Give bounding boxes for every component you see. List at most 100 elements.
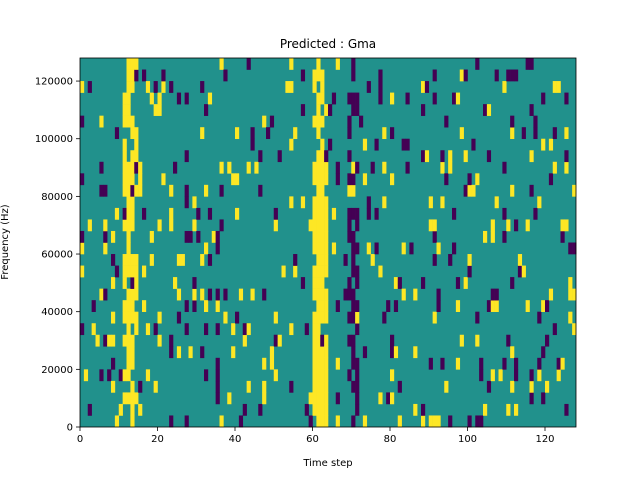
heatmap-cell xyxy=(324,288,329,301)
heatmap-cell xyxy=(335,415,340,428)
heatmap-cell xyxy=(444,115,449,128)
heatmap-cell xyxy=(320,196,325,209)
heatmap-cell xyxy=(432,69,437,82)
heatmap-cell xyxy=(312,277,317,289)
heatmap-cell xyxy=(572,288,577,301)
heatmap-cell xyxy=(316,277,321,289)
heatmap-cell xyxy=(347,92,352,105)
heatmap-cell xyxy=(490,219,495,232)
heatmap-cell xyxy=(238,415,244,428)
heatmap-cell xyxy=(320,277,325,289)
heatmap-cell xyxy=(312,369,317,382)
heatmap-cell xyxy=(320,300,325,312)
heatmap-cell xyxy=(161,173,166,186)
heatmap-cell xyxy=(517,265,523,278)
heatmap-cell xyxy=(130,184,135,197)
y-tick-label: 0 xyxy=(67,423,73,434)
heatmap-cell xyxy=(351,300,356,312)
heatmap-cell xyxy=(91,323,96,336)
heatmap-cell xyxy=(459,69,464,82)
heatmap-cell xyxy=(568,242,573,255)
heatmap-cell xyxy=(134,138,139,151)
heatmap-cell xyxy=(320,173,325,186)
heatmap-cell xyxy=(560,357,565,370)
heatmap-cell xyxy=(347,277,352,289)
heatmap-cell xyxy=(246,380,251,393)
heatmap-cell xyxy=(134,150,139,163)
heatmap-cell xyxy=(320,265,325,278)
heatmap-cell xyxy=(200,127,205,140)
heatmap-cell xyxy=(343,288,348,301)
heatmap-cell xyxy=(231,323,236,336)
heatmap-cell xyxy=(126,219,131,232)
heatmap-cell xyxy=(537,357,542,370)
heatmap-cell xyxy=(320,357,325,370)
heatmap-cell xyxy=(312,334,317,347)
heatmap-cell xyxy=(324,161,329,174)
heatmap-cell xyxy=(238,288,244,301)
heatmap-cell xyxy=(188,230,193,243)
heatmap-cell xyxy=(409,242,414,255)
heatmap-cell xyxy=(308,392,313,405)
heatmap-cell xyxy=(351,184,356,197)
heatmap-cell xyxy=(126,392,131,405)
heatmap-cell xyxy=(215,369,220,382)
heatmap-cells xyxy=(80,58,577,428)
heatmap-cell xyxy=(207,207,213,220)
heatmap-cell xyxy=(80,323,85,336)
heatmap-cell xyxy=(490,369,495,382)
heatmap-cell xyxy=(149,230,154,243)
heatmap-cell xyxy=(390,173,395,186)
heatmap-cell xyxy=(204,300,209,312)
heatmap-cell xyxy=(204,242,209,255)
heatmap-cell xyxy=(126,242,131,255)
heatmap-cell xyxy=(200,288,205,301)
heatmap-cell xyxy=(130,81,135,93)
heatmap-cell xyxy=(552,323,557,336)
heatmap-cell xyxy=(312,357,317,370)
heatmap-cell xyxy=(157,104,162,116)
heatmap-cell xyxy=(324,104,329,116)
heatmap-cell xyxy=(541,138,546,151)
heatmap-cell xyxy=(130,415,135,428)
heatmap-cell xyxy=(436,288,441,301)
heatmap-cell xyxy=(320,138,325,151)
heatmap-cell xyxy=(130,392,135,405)
heatmap-cell xyxy=(355,311,360,324)
heatmap-cell xyxy=(122,161,127,174)
heatmap-cell xyxy=(355,265,360,278)
heatmap-cell xyxy=(347,230,352,243)
heatmap-cell xyxy=(246,161,251,174)
heatmap-cell xyxy=(455,277,461,289)
heatmap-cell xyxy=(122,173,127,186)
heatmap-cell xyxy=(463,69,468,82)
heatmap-cell xyxy=(316,184,321,197)
heatmap-cell xyxy=(320,150,325,163)
heatmap-cell xyxy=(169,207,174,220)
heatmap-cell xyxy=(126,357,131,370)
heatmap-cell xyxy=(475,173,480,186)
heatmap-cell xyxy=(126,115,131,128)
heatmap-cell xyxy=(227,392,232,405)
heatmap-cell xyxy=(324,311,329,324)
heatmap-cell xyxy=(188,346,193,359)
heatmap-cell xyxy=(428,357,433,370)
heatmap-cell xyxy=(320,288,325,301)
heatmap-cell xyxy=(215,357,220,370)
heatmap-cell xyxy=(467,415,472,428)
heatmap-cell xyxy=(506,334,511,347)
heatmap-cell xyxy=(324,173,329,186)
heatmap-cell xyxy=(529,184,534,197)
heatmap-cell xyxy=(312,380,317,393)
heatmap-cell xyxy=(153,323,158,336)
heatmap-cell xyxy=(122,369,127,382)
heatmap-cell xyxy=(300,69,306,82)
heatmap-cell xyxy=(130,161,135,174)
heatmap-cell xyxy=(362,173,368,186)
heatmap-cell xyxy=(207,288,213,301)
heatmap-cell xyxy=(312,392,317,405)
heatmap-cell xyxy=(122,334,127,347)
heatmap-cell xyxy=(103,334,108,347)
heatmap-cell xyxy=(111,334,116,347)
heatmap-cell xyxy=(320,346,325,359)
